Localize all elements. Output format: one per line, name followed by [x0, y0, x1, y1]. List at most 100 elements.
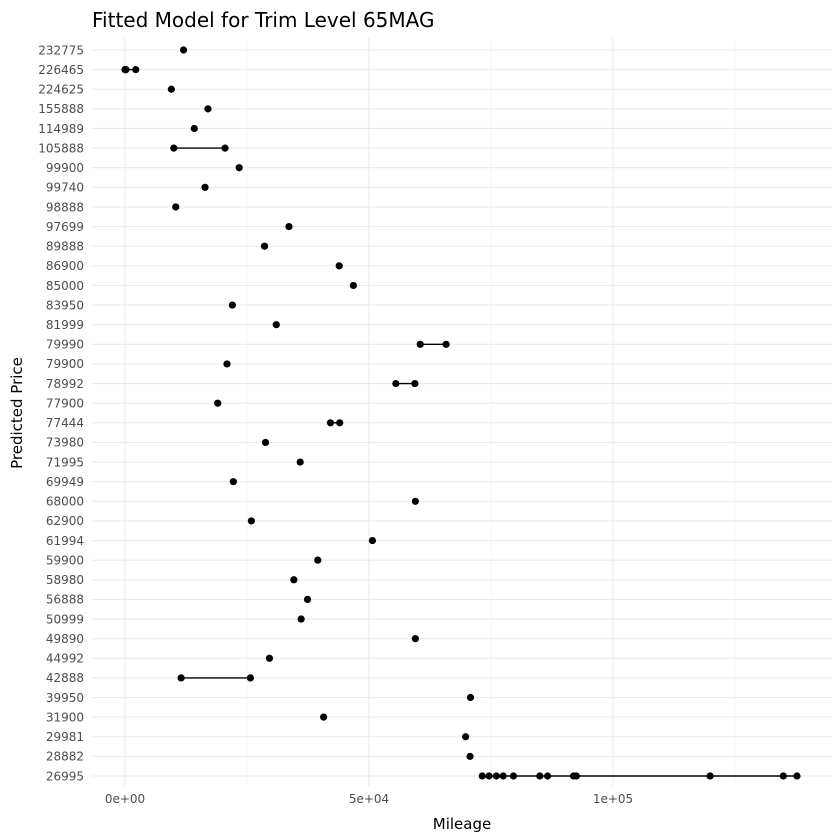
y-tick-label: 59900 — [46, 553, 84, 567]
y-tick-label: 114989 — [38, 122, 84, 136]
data-point — [261, 438, 270, 447]
data-point — [204, 105, 212, 113]
data-point — [172, 203, 180, 211]
data-point — [485, 772, 493, 780]
data-point — [265, 654, 274, 662]
x-tick-label: 5e+04 — [349, 792, 389, 806]
x-axis-title: Mileage — [433, 815, 491, 833]
data-point — [246, 674, 255, 682]
y-tick-label: 71995 — [46, 455, 84, 469]
data-point — [214, 399, 222, 407]
data-point — [228, 301, 236, 309]
data-point — [411, 635, 419, 643]
data-point — [509, 772, 518, 780]
y-tick-label: 98888 — [46, 200, 84, 214]
y-tick-label: 73980 — [46, 436, 84, 450]
y-tick-label: 68000 — [46, 495, 84, 509]
y-tick-label: 56888 — [46, 593, 84, 607]
data-point — [201, 183, 209, 191]
data-point — [392, 379, 400, 388]
data-point — [272, 321, 280, 329]
y-tick-label: 42888 — [46, 671, 84, 685]
y-tick-label: 224625 — [38, 83, 84, 97]
data-point — [492, 772, 500, 780]
y-tick-label: 62900 — [46, 514, 84, 528]
data-point — [221, 144, 229, 152]
data-point — [416, 340, 424, 348]
data-point — [132, 66, 140, 74]
y-tick-label: 28882 — [46, 750, 84, 764]
data-point — [462, 733, 470, 741]
data-point — [536, 772, 544, 780]
y-tick-label: 79990 — [46, 338, 84, 352]
y-tick-label: 226465 — [38, 63, 84, 77]
data-point — [335, 262, 343, 270]
data-point — [544, 772, 552, 780]
data-point — [229, 478, 237, 486]
y-tick-label: 29981 — [46, 730, 84, 744]
data-point — [303, 595, 312, 604]
data-point — [466, 693, 475, 702]
y-tick-label: 89888 — [46, 240, 84, 254]
data-point — [167, 85, 175, 93]
data-point — [349, 281, 357, 290]
data-point — [314, 556, 322, 564]
y-tick-label: 78992 — [46, 377, 84, 391]
data-point — [336, 419, 344, 427]
data-point — [793, 772, 801, 780]
data-point — [285, 222, 293, 231]
data-point — [290, 576, 298, 584]
data-point — [247, 517, 255, 525]
data-point — [411, 379, 419, 388]
y-tick-label: 31900 — [46, 710, 84, 724]
y-tick-label: 83950 — [46, 298, 84, 312]
y-tick-label: 77444 — [46, 416, 84, 430]
data-point — [170, 144, 178, 152]
y-tick-label: 155888 — [38, 102, 84, 116]
data-point — [779, 772, 787, 780]
data-point — [572, 772, 581, 780]
data-point — [179, 46, 188, 54]
y-tick-label: 49890 — [46, 632, 84, 646]
chart-title: Fitted Model for Trim Level 65MAG — [92, 8, 435, 32]
y-tick-label: 44992 — [46, 652, 84, 666]
y-tick-label: 77900 — [46, 396, 84, 410]
data-point — [223, 360, 231, 368]
y-tick-label: 58980 — [46, 573, 84, 587]
y-tick-label: 97699 — [46, 220, 84, 234]
x-axis-ticks: 0e+00 5e+04 1e+05 — [105, 792, 633, 806]
y-tick-label: 99740 — [46, 181, 84, 195]
y-tick-label: 26995 — [46, 769, 84, 783]
data-point — [326, 419, 335, 427]
data-point — [235, 164, 243, 172]
data-point — [320, 713, 328, 721]
y-tick-label: 50999 — [46, 612, 84, 626]
data-point — [368, 536, 377, 545]
y-tick-label: 69949 — [46, 475, 84, 489]
grid — [92, 38, 832, 786]
y-tick-label: 61994 — [46, 534, 84, 548]
y-tick-label: 79900 — [46, 357, 84, 371]
y-axis-ticks: 26995 28882 29981 31900 39950 42888 44992 49890… — [38, 43, 84, 783]
data-point — [177, 674, 185, 682]
data-points — [121, 46, 801, 780]
y-tick-label: 39950 — [46, 691, 84, 705]
x-tick-label: 1e+05 — [593, 792, 633, 806]
y-tick-label: 99900 — [46, 161, 84, 175]
x-tick-label: 0e+00 — [105, 792, 145, 806]
data-point — [442, 340, 450, 348]
y-tick-label: 105888 — [38, 141, 84, 155]
y-tick-label: 86900 — [46, 259, 84, 273]
data-point — [297, 615, 305, 623]
y-tick-label: 81999 — [46, 318, 84, 332]
data-point — [260, 242, 269, 250]
data-point — [478, 772, 486, 780]
data-point — [706, 772, 714, 780]
y-tick-label: 232775 — [38, 43, 84, 57]
y-tick-label: 85000 — [46, 279, 84, 293]
data-point — [296, 458, 304, 466]
data-point — [411, 497, 419, 505]
data-point — [190, 124, 198, 133]
data-point — [466, 752, 474, 760]
